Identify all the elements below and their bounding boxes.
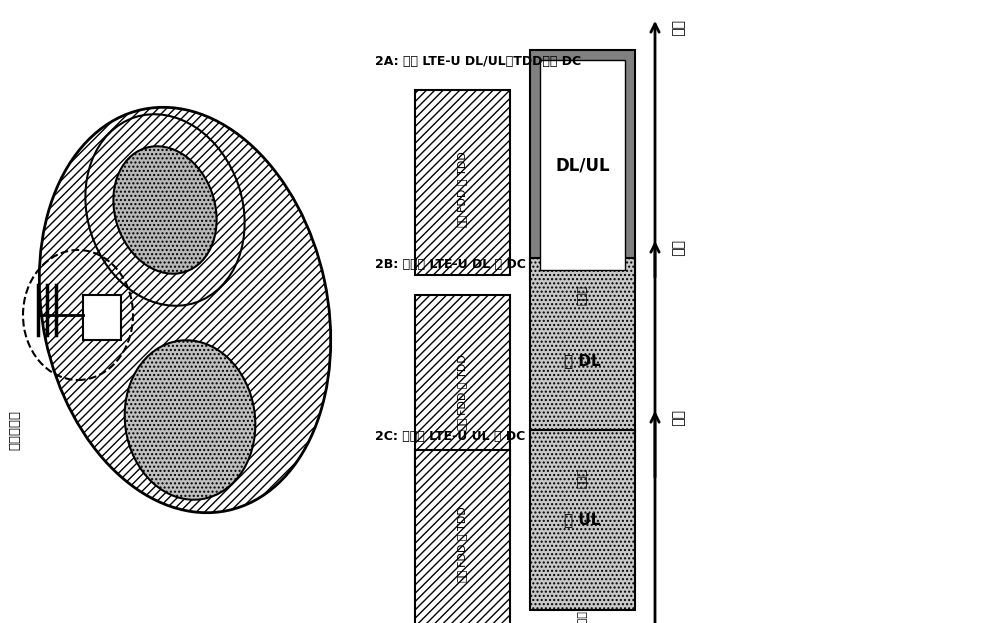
Text: 授权: 授权 xyxy=(458,416,468,430)
Bar xyxy=(415,450,510,623)
Text: 2C: 仅具有 LTE-U UL 的 DC: 2C: 仅具有 LTE-U UL 的 DC xyxy=(375,430,525,443)
Text: 非授权: 非授权 xyxy=(578,610,588,623)
Text: 非授权: 非授权 xyxy=(578,285,588,305)
Ellipse shape xyxy=(125,340,255,500)
Text: DL/UL: DL/UL xyxy=(555,156,610,174)
Text: 频率: 频率 xyxy=(670,410,684,426)
Text: 非理想回程: 非理想回程 xyxy=(8,410,22,450)
Text: 授权: 授权 xyxy=(458,213,468,227)
Text: 仅 UL: 仅 UL xyxy=(564,513,601,528)
Bar xyxy=(530,258,635,463)
Text: FDD 或 TDD: FDD 或 TDD xyxy=(458,151,468,212)
Text: 仅 DL: 仅 DL xyxy=(564,353,601,368)
Text: 2A: 具有 LTE-U DL/UL（TDD）的 DC: 2A: 具有 LTE-U DL/UL（TDD）的 DC xyxy=(375,55,581,68)
Bar xyxy=(540,60,625,270)
Bar xyxy=(415,90,510,275)
Text: FDD 或 TDD: FDD 或 TDD xyxy=(458,354,468,416)
Text: 非授权: 非授权 xyxy=(578,468,588,488)
Bar xyxy=(415,295,510,475)
Bar xyxy=(83,295,121,340)
Bar xyxy=(530,50,635,280)
Text: 频率: 频率 xyxy=(670,240,684,257)
Ellipse shape xyxy=(39,107,331,513)
Text: 频率: 频率 xyxy=(670,20,684,36)
Text: 授权: 授权 xyxy=(458,568,468,582)
Ellipse shape xyxy=(85,114,245,306)
Text: FDD 或 TDD: FDD 或 TDD xyxy=(458,506,468,568)
Bar xyxy=(530,430,635,610)
Text: 2B: 仅具有 LTE-U DL 的 DC: 2B: 仅具有 LTE-U DL 的 DC xyxy=(375,258,526,271)
Ellipse shape xyxy=(113,146,217,273)
